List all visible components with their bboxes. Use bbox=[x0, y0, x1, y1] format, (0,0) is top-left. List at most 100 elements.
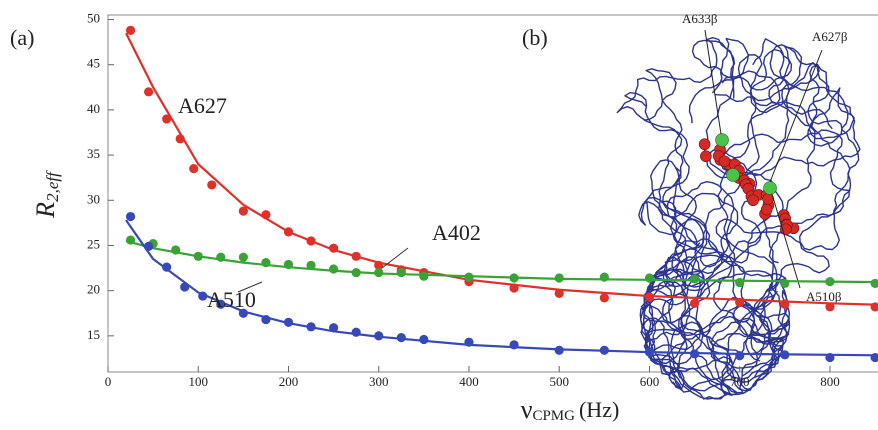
data-point bbox=[780, 278, 790, 289]
data-point bbox=[238, 252, 248, 262]
data-point bbox=[419, 334, 429, 345]
data-point bbox=[735, 277, 745, 288]
data-point bbox=[351, 251, 361, 261]
data-point bbox=[261, 314, 271, 325]
x-tick-label: 400 bbox=[459, 374, 479, 389]
red-residue bbox=[718, 155, 731, 168]
data-point bbox=[238, 206, 248, 216]
data-point bbox=[735, 351, 745, 361]
data-point bbox=[554, 288, 564, 298]
x-tick-label: 500 bbox=[549, 374, 569, 389]
data-point bbox=[216, 252, 226, 262]
x-axis-label: νCPMG (Hz) bbox=[521, 395, 620, 424]
data-point bbox=[825, 302, 835, 312]
data-point bbox=[374, 260, 384, 270]
y-tick-label: 40 bbox=[87, 101, 100, 116]
data-point bbox=[125, 235, 136, 245]
data-point bbox=[599, 345, 609, 355]
data-point bbox=[189, 164, 199, 174]
data-point bbox=[144, 241, 154, 251]
data-point bbox=[509, 283, 519, 293]
y-tick-label: 35 bbox=[87, 146, 100, 161]
backbone bbox=[705, 38, 861, 281]
x-label-tail: (Hz) bbox=[579, 397, 619, 422]
data-point bbox=[689, 298, 700, 308]
data-point bbox=[238, 308, 248, 318]
data-point bbox=[125, 211, 136, 222]
backbone bbox=[644, 159, 785, 379]
data-point bbox=[207, 180, 217, 190]
data-point bbox=[144, 87, 154, 97]
data-point bbox=[689, 274, 700, 284]
x-tick-label: 0 bbox=[105, 374, 112, 389]
x-label-main: ν bbox=[521, 395, 533, 424]
backbone bbox=[624, 45, 851, 268]
data-point bbox=[216, 299, 226, 309]
data-point bbox=[554, 345, 564, 355]
residue-label: A627β bbox=[812, 29, 848, 44]
data-point bbox=[283, 317, 294, 327]
data-point bbox=[419, 271, 429, 281]
data-point bbox=[180, 282, 190, 292]
residue-leader bbox=[771, 193, 801, 289]
data-point bbox=[464, 337, 474, 347]
data-point bbox=[689, 349, 700, 359]
residue-label: A633β bbox=[682, 11, 718, 26]
backbone bbox=[668, 211, 790, 394]
data-point bbox=[306, 260, 316, 270]
backbone bbox=[640, 68, 774, 344]
y-tick-label: 15 bbox=[87, 327, 100, 342]
data-point bbox=[125, 25, 136, 35]
panel-label: (b) bbox=[522, 25, 548, 50]
data-point bbox=[283, 259, 294, 270]
data-point bbox=[644, 292, 655, 302]
green-residue bbox=[715, 133, 729, 147]
backbone bbox=[616, 37, 790, 396]
data-point bbox=[193, 251, 203, 261]
green-residue bbox=[726, 168, 740, 182]
data-point bbox=[870, 352, 878, 363]
data-point bbox=[374, 331, 384, 341]
data-point bbox=[374, 267, 384, 278]
red-residue bbox=[780, 223, 792, 236]
x-tick-label: 700 bbox=[730, 374, 750, 389]
data-point bbox=[162, 114, 172, 124]
data-point bbox=[162, 262, 172, 272]
data-point bbox=[644, 347, 655, 357]
x-tick-label: 800 bbox=[820, 374, 840, 389]
data-point bbox=[599, 293, 609, 303]
data-point bbox=[329, 323, 339, 333]
x-tick-label: 100 bbox=[188, 374, 208, 389]
y-label-sub: 2,eff bbox=[43, 170, 62, 202]
data-point bbox=[175, 134, 185, 144]
data-point bbox=[554, 273, 564, 283]
data-point bbox=[198, 291, 208, 301]
y-tick-label: 20 bbox=[87, 282, 100, 297]
red-residue bbox=[698, 138, 711, 151]
data-point bbox=[780, 350, 790, 360]
x-label-sub: CPMG bbox=[532, 408, 575, 424]
data-point bbox=[396, 333, 406, 343]
residue-label: A510β bbox=[806, 289, 842, 304]
series-annotation: A402 bbox=[432, 220, 481, 245]
data-point bbox=[735, 297, 745, 308]
data-point bbox=[509, 273, 519, 283]
y-label-main: R bbox=[31, 202, 60, 219]
plot-frame bbox=[107, 14, 878, 373]
panel-label: (a) bbox=[10, 25, 34, 50]
data-point bbox=[261, 258, 271, 268]
red-residue bbox=[700, 150, 712, 163]
annotation-leader bbox=[237, 281, 263, 293]
data-point bbox=[329, 243, 339, 253]
green-residue bbox=[763, 181, 777, 195]
series-annotation: A627 bbox=[178, 93, 227, 118]
data-point bbox=[351, 267, 361, 278]
red-residue bbox=[747, 194, 759, 207]
data-point bbox=[329, 264, 339, 274]
data-point bbox=[870, 302, 878, 312]
series-annotation: A510 bbox=[207, 287, 256, 312]
data-point bbox=[509, 340, 519, 350]
data-point bbox=[599, 272, 609, 282]
annotation-leader bbox=[381, 247, 409, 269]
